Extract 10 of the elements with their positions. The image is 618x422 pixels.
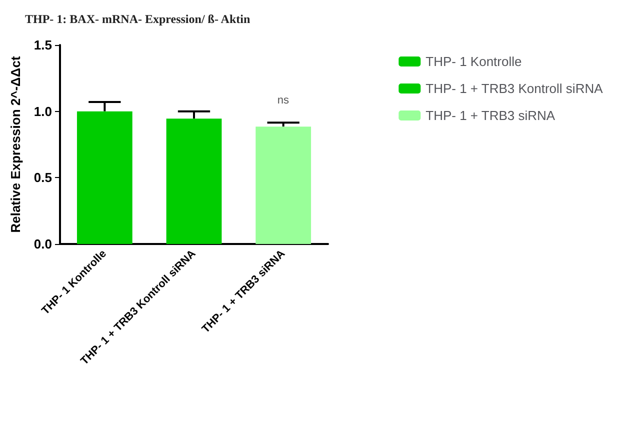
legend-label: THP- 1 Kontrolle xyxy=(426,54,522,69)
legend-label: THP- 1 + TRB3 siRNA xyxy=(426,108,556,123)
y-tick-label: 1.0 xyxy=(34,104,52,119)
y-tick-label: 0.5 xyxy=(34,170,52,186)
chart-title: THP- 1: BAX- mRNA- Expression/ ß- Aktin xyxy=(25,12,250,26)
y-axis-title: Relative Expression 2^-ΔΔct xyxy=(8,56,23,233)
legend-label: THP- 1 + TRB3 Kontroll siRNA xyxy=(426,81,604,96)
y-tick-label: 0.0 xyxy=(34,236,52,252)
y-tick-label: 1.5 xyxy=(34,38,52,52)
annotation: ns xyxy=(277,94,290,106)
